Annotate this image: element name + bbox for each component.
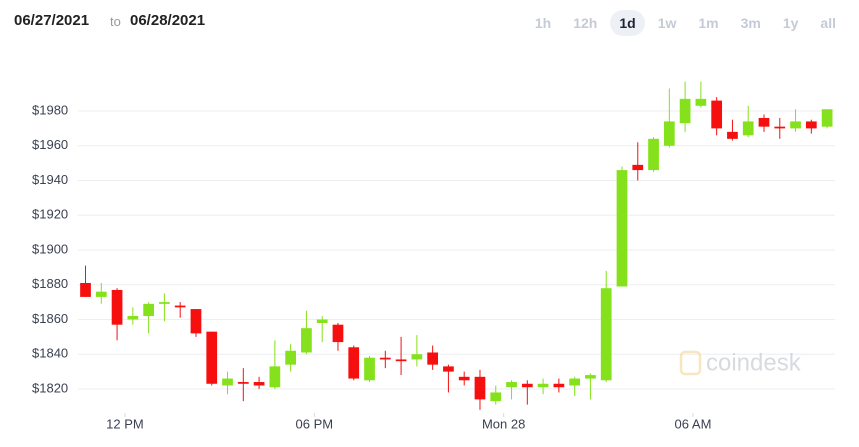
watermark-logo	[679, 350, 702, 376]
range-button[interactable]: 1h	[534, 15, 552, 31]
range-button[interactable]: 1y	[782, 15, 799, 31]
candle-body	[600, 288, 612, 381]
candle-body	[348, 347, 360, 379]
y-tick-label: $1960	[32, 137, 68, 152]
candle-body	[237, 382, 249, 384]
date-from: 06/27/2021	[14, 12, 90, 29]
range-button[interactable]: 1w	[657, 15, 677, 31]
candle-body	[569, 378, 581, 386]
range-selector: 1h 12h 1d 1w 1m 3m 1y all	[526, 10, 845, 36]
candle-body	[379, 357, 391, 360]
y-tick-label: $1840	[32, 346, 68, 361]
candle-body	[174, 305, 186, 308]
candle-body	[364, 357, 375, 381]
candle-body	[711, 100, 723, 129]
range-button[interactable]: 1m	[698, 15, 719, 31]
candle-body	[316, 319, 328, 323]
candle-body	[821, 109, 833, 127]
candle-body	[506, 382, 517, 388]
candle-body	[222, 378, 233, 386]
y-tick-label: $1880	[32, 276, 68, 291]
candle-body	[790, 121, 801, 129]
candle-body	[458, 376, 470, 381]
candle-body	[427, 352, 439, 365]
candle-body	[553, 383, 565, 388]
candle-body	[395, 359, 407, 362]
candle-body	[474, 376, 486, 400]
candle-body	[443, 366, 454, 372]
candle-body	[332, 324, 344, 343]
candle-body	[632, 164, 644, 171]
candle-body	[490, 392, 502, 402]
candle-body	[95, 291, 107, 297]
candle-body	[758, 117, 770, 127]
y-tick-label: $1980	[32, 102, 68, 117]
candle-body	[537, 383, 549, 388]
header: 06/27/2021 to 06/28/2021 1h 12h 1d 1w 1m 3m 1y…	[0, 0, 859, 50]
candle-body	[742, 121, 754, 136]
candle-body	[159, 302, 170, 304]
candle-body	[521, 383, 533, 388]
candle-body	[695, 98, 707, 106]
x-tick-label: Mon 28	[482, 416, 525, 431]
x-tick-label: 12 PM	[106, 416, 144, 431]
candle-body	[253, 382, 265, 386]
candle-body	[269, 366, 281, 388]
candle-body	[585, 375, 596, 379]
candle-body	[301, 328, 312, 353]
y-tick-label: $1900	[32, 241, 68, 256]
candle-body	[774, 126, 786, 129]
candle-body	[727, 131, 738, 139]
candle-body	[616, 170, 628, 287]
x-tick-label: 06 PM	[296, 416, 334, 431]
y-tick-label: $1920	[32, 207, 68, 222]
range-button[interactable]: 3m	[740, 15, 761, 31]
candle-body	[285, 350, 296, 365]
y-tick-label: $1940	[32, 172, 68, 187]
range-button[interactable]: 12h	[573, 15, 598, 31]
candle-body	[190, 309, 202, 334]
date-separator: to	[110, 14, 121, 29]
candle-body	[143, 303, 154, 317]
x-tick-label: 06 AM	[675, 416, 712, 431]
date-until: 06/28/2021	[130, 12, 206, 29]
range-button[interactable]: 1d	[610, 10, 645, 36]
range-button[interactable]: all	[820, 15, 836, 31]
candle-body	[127, 316, 139, 320]
y-tick-label: $1820	[32, 380, 68, 395]
watermark-text: coindesk	[706, 349, 802, 376]
candle-body	[206, 331, 218, 384]
watermark: coindesk	[679, 349, 802, 376]
candle-body	[663, 121, 675, 146]
candle-body	[805, 121, 817, 129]
candle-body	[111, 289, 123, 325]
candle-body	[648, 138, 659, 171]
candle-body	[80, 283, 91, 297]
candle-body	[679, 98, 691, 124]
candle-body	[411, 354, 423, 360]
y-tick-label: $1860	[32, 311, 68, 326]
